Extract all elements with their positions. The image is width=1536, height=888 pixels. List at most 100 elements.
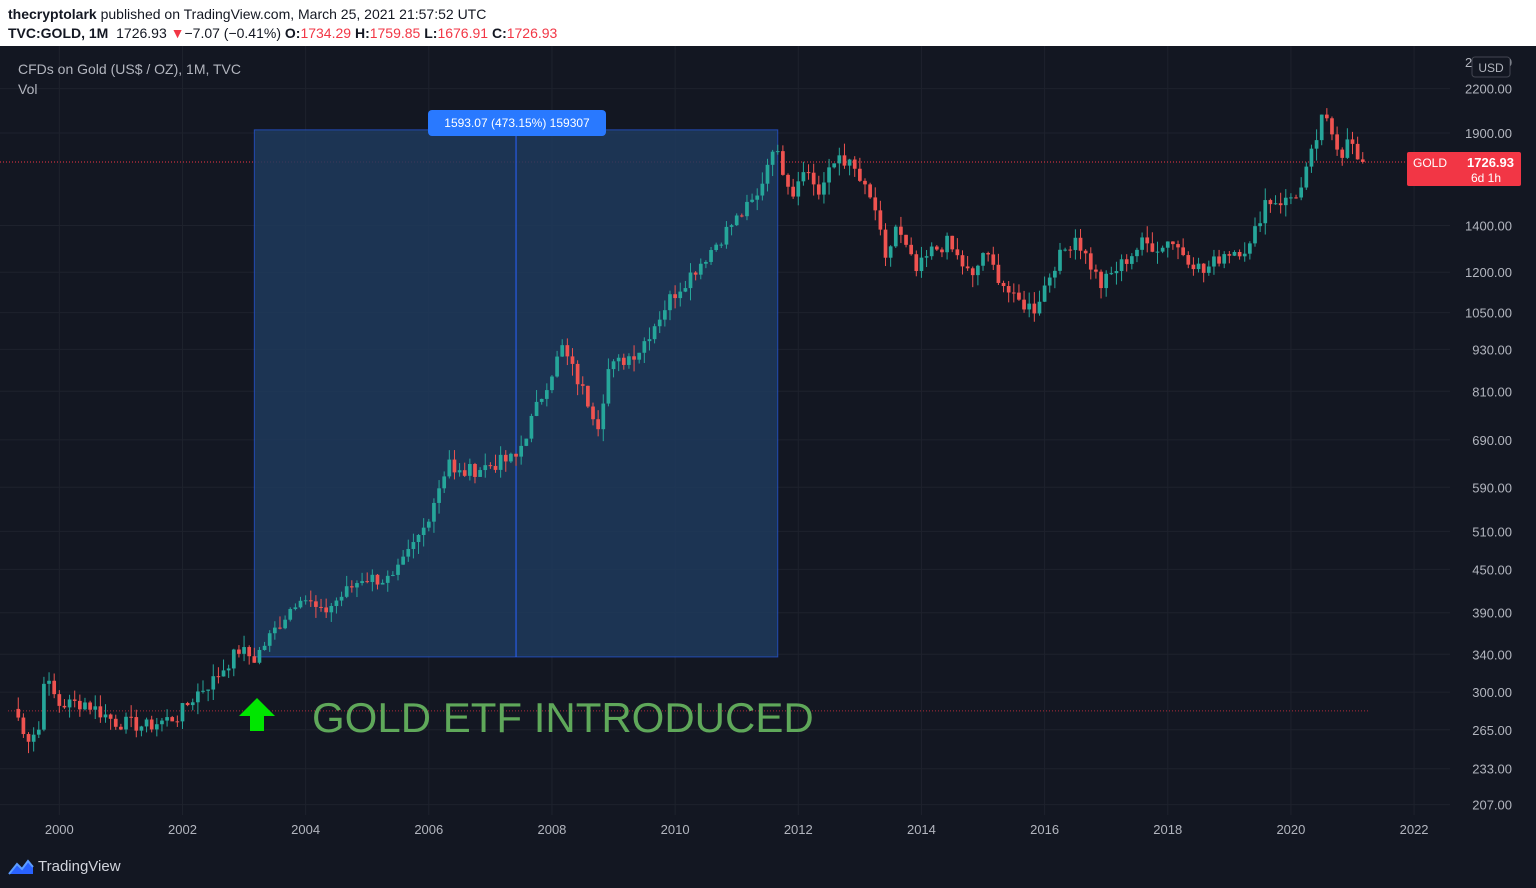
currency-label: USD <box>1478 61 1504 75</box>
y-tick-label: 450.00 <box>1472 562 1512 577</box>
y-tick-label: 233.00 <box>1472 762 1512 777</box>
legend-title[interactable]: CFDs on Gold (US$ / OZ), 1M, TVC <box>18 61 242 77</box>
x-tick-label: 2006 <box>414 822 443 837</box>
candle-body <box>1150 243 1155 252</box>
candle-body <box>1135 249 1139 257</box>
candle-body <box>868 184 872 198</box>
candle-body <box>1104 273 1109 289</box>
candle-body <box>673 294 677 299</box>
candle-body <box>914 254 919 272</box>
candle-body <box>185 703 190 706</box>
candle-body <box>719 244 724 246</box>
candle-body <box>257 649 262 663</box>
candle-body <box>924 256 929 258</box>
candle-body <box>724 226 729 245</box>
low-value: 1676.91 <box>437 25 489 41</box>
candle-body <box>1181 247 1186 256</box>
candle-body <box>950 235 955 250</box>
candle-body <box>822 182 826 195</box>
candle-body <box>1330 118 1334 135</box>
candle-body <box>401 556 405 565</box>
candle-body <box>426 521 431 528</box>
candle-body <box>201 690 205 692</box>
x-tick-label: 2004 <box>291 822 320 837</box>
candle-body <box>1324 114 1329 119</box>
symbol-label[interactable]: TVC:GOLD, 1M <box>8 25 109 41</box>
author-name[interactable]: thecryptolark <box>8 6 97 22</box>
candle-body <box>1299 187 1304 198</box>
measure-range-tool[interactable]: 1593.07 (473.15%) 159307 <box>253 110 779 658</box>
candle-body <box>31 734 36 742</box>
open-label: O: <box>284 25 301 41</box>
candle-body <box>468 463 472 476</box>
candle-body <box>1078 237 1083 251</box>
candle-body <box>1068 249 1073 251</box>
y-tick-label: 930.00 <box>1472 342 1512 357</box>
candle-body <box>688 272 693 289</box>
candle-body <box>888 246 893 258</box>
footer <box>0 846 1536 888</box>
candle-body <box>262 645 267 650</box>
candle-body <box>308 600 313 602</box>
candle-body <box>816 184 821 195</box>
publication-line: thecryptolark published on TradingView.c… <box>8 6 486 22</box>
y-tick-label: 300.00 <box>1472 685 1512 700</box>
candle-body <box>642 341 647 353</box>
candle-body <box>62 705 67 708</box>
candle-body <box>637 352 642 360</box>
legend-volume[interactable]: Vol <box>18 81 38 97</box>
y-tick-label: 510.00 <box>1472 524 1512 539</box>
candle-body <box>1088 253 1093 270</box>
close-label: C: <box>491 25 507 41</box>
chart-area[interactable]: 1593.07 (473.15%) 159307 2200.00 1900.00 1… <box>0 46 1536 846</box>
candle-body <box>334 600 339 607</box>
candle-body <box>1294 197 1298 199</box>
candle-body <box>1355 143 1360 160</box>
candle-body <box>437 488 441 503</box>
candle-body <box>1129 256 1134 264</box>
candle-body <box>1001 282 1006 287</box>
candle-body <box>242 647 246 654</box>
price-axis[interactable]: 2200.00 1900.00 1400.00 1200.00 1050.00 930.0… <box>1465 55 1512 812</box>
candle-body <box>909 244 914 255</box>
measure-label-box <box>428 110 606 136</box>
up-arrow-icon <box>239 698 275 731</box>
y-tick-label: 1050.00 <box>1465 306 1512 321</box>
candle-body <box>1063 249 1067 251</box>
candle-body <box>1058 249 1062 271</box>
candle-body <box>596 419 600 430</box>
candle-body <box>729 225 734 227</box>
candle-body <box>899 226 903 235</box>
candle-body <box>1006 286 1011 293</box>
candle-body <box>806 172 811 174</box>
candle-body <box>981 253 985 266</box>
candle-body <box>375 574 380 585</box>
candle-body <box>319 606 323 608</box>
candle-body <box>893 226 898 247</box>
candle-body <box>770 151 775 165</box>
price-chart[interactable]: 1593.07 (473.15%) 159307 2200.00 1900.00 1… <box>0 46 1536 846</box>
candle-body <box>365 581 370 583</box>
tradingview-brand[interactable]: TradingView <box>38 858 121 875</box>
candle-body <box>211 676 216 690</box>
candle-body <box>847 159 852 166</box>
candle-body <box>734 215 739 226</box>
candle-body <box>632 356 636 360</box>
x-tick-label: 2022 <box>1400 822 1429 837</box>
y-tick-label: 207.00 <box>1472 798 1512 813</box>
candle-body <box>154 724 159 730</box>
measure-label-text: 1593.07 (473.15%) 159307 <box>444 116 590 130</box>
candle-body <box>1032 303 1037 314</box>
publication-header: thecryptolark published on TradingView.c… <box>0 0 1536 46</box>
candle-body <box>986 253 990 255</box>
candle-body <box>1212 256 1216 267</box>
candle-body <box>534 401 539 416</box>
price-tag-countdown: 6d 1h <box>1471 171 1501 185</box>
tradingview-logo-icon[interactable] <box>8 858 34 876</box>
time-axis[interactable]: 2000 2002 2004 2006 2008 2010 2012 2014 2016 2018… <box>45 822 1429 837</box>
candle-body <box>837 155 842 164</box>
candle-body <box>16 708 21 718</box>
candle-body <box>206 689 210 691</box>
x-tick-label: 2008 <box>537 822 566 837</box>
